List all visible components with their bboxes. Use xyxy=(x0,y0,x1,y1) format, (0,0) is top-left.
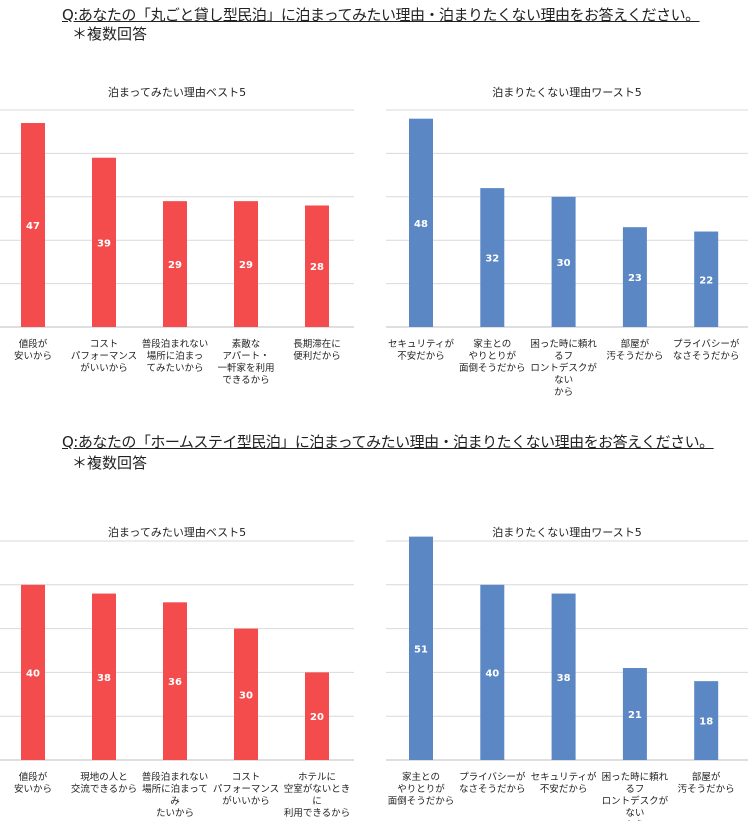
plot-area: 48 32 30 23 22 xyxy=(386,109,748,328)
category-label: 普段泊まれない 場所に泊まっ てみたいから xyxy=(141,339,209,374)
chart-title: 泊まってみたい理由ベスト5 xyxy=(107,526,247,539)
note-2: ＊複数回答 xyxy=(72,454,148,472)
category-label: セキュリティが 不安だから xyxy=(530,772,597,795)
bar xyxy=(551,196,576,327)
data-label: 39 xyxy=(97,238,111,249)
bar xyxy=(622,668,647,760)
category-label: プライバシーが なさそうだから xyxy=(672,339,740,362)
data-label: 29 xyxy=(239,260,253,271)
plot-area: 47 39 29 29 28 xyxy=(0,109,354,328)
category-label: 困った時に頼れるフ ロントデスクがない から xyxy=(530,339,597,398)
chart-marugoto-not-want: 泊まりたくない理由ワースト5 48 32 30 23 22 セキュリティが 不安だから 家主と… xyxy=(386,80,748,400)
category-label: セキュリティが 不安だから xyxy=(388,339,454,362)
category-label: 値段が 安いから xyxy=(13,772,52,795)
bar xyxy=(21,584,45,760)
data-label: 38 xyxy=(557,673,571,684)
chart-title: 泊まってみたい理由ベスト5 xyxy=(107,86,247,99)
bar xyxy=(21,123,45,327)
bar xyxy=(305,205,329,327)
data-label: 32 xyxy=(485,254,499,265)
category-label: 値段が 安いから xyxy=(13,339,52,362)
chart-title: 泊まりたくない理由ワースト5 xyxy=(492,86,642,99)
bar xyxy=(480,584,505,760)
chart-homestay-want: 泊まってみたい理由ベスト5 40 38 36 30 20 値段が 安いから 現地の人と 交流で… xyxy=(0,520,354,820)
data-label: 18 xyxy=(699,717,713,728)
data-label: 29 xyxy=(168,260,182,271)
bar xyxy=(480,188,505,327)
category-label: コスト パフォーマンス がいいから xyxy=(212,772,280,807)
chart-marugoto-want: 泊まってみたい理由ベスト5 47 39 29 29 28 値段が 安いから コスト パフォーマ… xyxy=(0,80,354,400)
data-label: 30 xyxy=(557,258,571,269)
bar xyxy=(694,681,719,760)
data-label: 40 xyxy=(485,668,499,679)
bar xyxy=(92,593,116,760)
bar xyxy=(622,227,647,327)
bar xyxy=(551,593,576,760)
data-label: 36 xyxy=(168,677,182,688)
plot-area: 51 40 38 21 18 xyxy=(386,536,748,761)
category-label: 家主との やりとりが 面倒そうだから xyxy=(387,772,455,807)
category-label: ホテルに 空室がないときに 利用できるから xyxy=(283,772,351,819)
data-label: 38 xyxy=(97,673,111,684)
bar xyxy=(409,536,433,760)
category-label: 部屋が 汚そうだから xyxy=(677,772,735,795)
category-label: 家主との やりとりが 面倒そうだから xyxy=(459,339,526,374)
category-label: コスト パフォーマンス がいいから xyxy=(70,339,138,374)
question-2: Q:あなたの「ホームステイ型民泊」に泊まってみたい理由・泊まりたくない理由をお答… xyxy=(62,433,714,451)
data-label: 20 xyxy=(310,712,324,723)
chart-homestay-not-want: 泊まりたくない理由ワースト5 51 40 38 21 18 家主との やりとりが 面倒そうだ… xyxy=(386,520,748,821)
question-1: Q:あなたの「丸ごと貸し型民泊」に泊まってみたい理由・泊まりたくない理由をお答え… xyxy=(62,6,700,24)
category-label: プライバシーが なさそうだから xyxy=(459,772,526,795)
bar xyxy=(305,672,329,760)
bar xyxy=(92,157,116,327)
bar xyxy=(234,628,258,760)
bar xyxy=(694,231,719,327)
note-1: ＊複数回答 xyxy=(72,25,148,43)
bar xyxy=(163,602,187,760)
category-label: 困った時に頼れるフ ロントデスクがない から xyxy=(601,772,669,821)
bar xyxy=(163,201,187,327)
chart-title: 泊まりたくない理由ワースト5 xyxy=(492,526,642,539)
category-label: 部屋が 汚そうだから xyxy=(606,339,664,362)
data-label: 21 xyxy=(628,710,642,721)
data-label: 23 xyxy=(628,273,642,284)
plot-area: 40 38 36 30 20 xyxy=(0,540,354,761)
data-label: 47 xyxy=(26,221,40,232)
data-label: 48 xyxy=(414,219,428,230)
data-label: 22 xyxy=(699,275,713,286)
category-label: 長期滞在に 便利だから xyxy=(293,339,341,362)
data-label: 30 xyxy=(239,690,253,701)
bar xyxy=(234,201,258,327)
data-label: 40 xyxy=(26,668,40,679)
data-label: 28 xyxy=(310,262,324,273)
category-label: 普段泊まれない 場所に泊まってみ たいから xyxy=(141,772,209,819)
bar xyxy=(409,118,433,328)
category-label: 現地の人と 交流できるから xyxy=(70,772,138,795)
category-label: 素敵な アパート・ 一軒家を利用 できるから xyxy=(217,339,275,386)
data-label: 51 xyxy=(414,644,428,655)
